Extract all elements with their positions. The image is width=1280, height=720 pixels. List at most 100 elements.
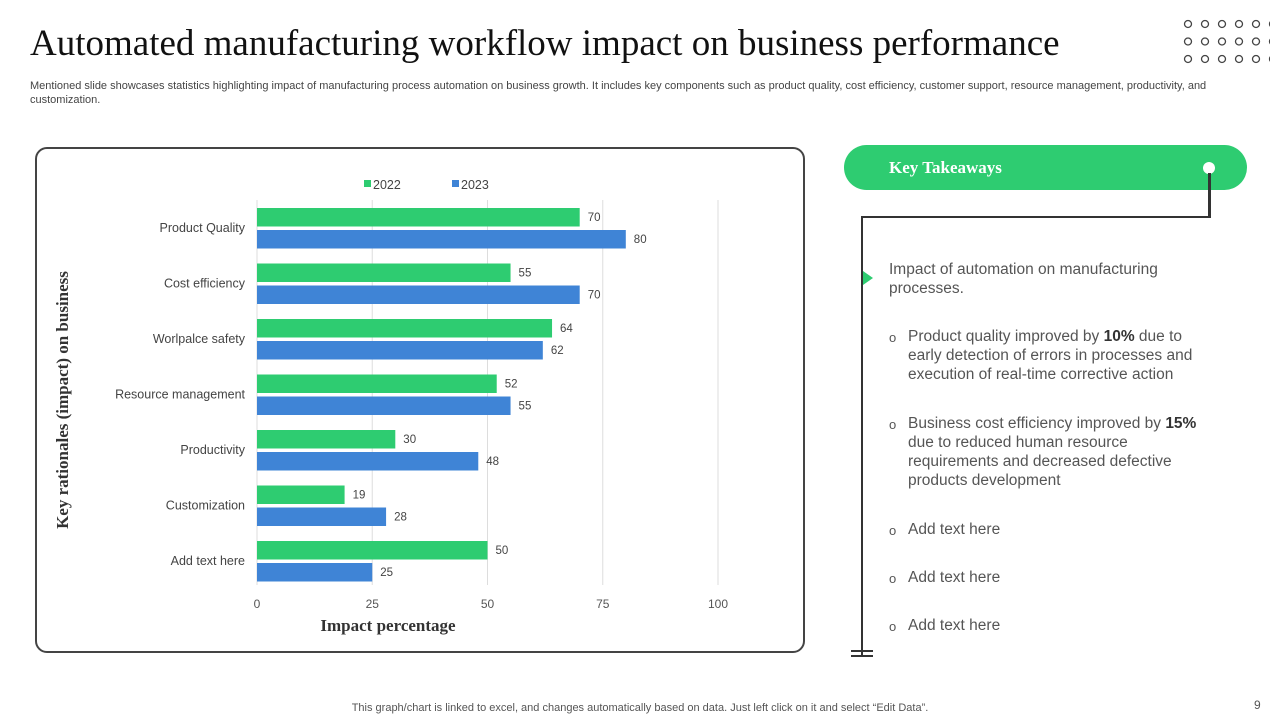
takeaway-post: due to reduced human resource requiremen… — [908, 434, 1172, 489]
category-label: Product Quality — [160, 221, 246, 235]
page-subtitle: Mentioned slide showcases statistics hig… — [30, 80, 1207, 106]
bullet-icon: o — [889, 523, 897, 538]
bar-2023 — [257, 396, 511, 415]
data-label: 25 — [380, 567, 393, 579]
category-label: Productivity — [180, 443, 245, 457]
dot — [1217, 54, 1227, 64]
data-label: 30 — [403, 434, 416, 446]
takeaway-pre: Business cost efficiency improved by — [908, 415, 1166, 432]
dot — [1234, 37, 1244, 46]
dot — [1251, 37, 1261, 46]
legend-swatch — [364, 180, 371, 187]
data-label: 80 — [634, 234, 647, 246]
page-number: 9 — [1254, 698, 1261, 712]
dot — [1268, 38, 1270, 45]
dot — [1251, 19, 1261, 29]
x-tick-label: 0 — [254, 597, 261, 611]
bullet-icon: o — [889, 571, 897, 586]
takeaway-item: Add text here — [908, 568, 1213, 587]
data-label: 70 — [588, 290, 601, 302]
page-title: Automated manufacturing workflow impact … — [30, 23, 1060, 64]
x-tick-label: 50 — [481, 597, 495, 611]
bar-chart: 0 25 50 75 100 Product Quality 70 80 Cost effici… — [115, 178, 728, 635]
dot — [1200, 19, 1210, 29]
connector-dot — [1203, 162, 1215, 174]
key-takeaways-header: Key Takeaways — [844, 145, 1247, 190]
y-axis-label: Key rationales (impact) on business — [53, 271, 72, 529]
takeaway-item: Product quality improved by 10% due to e… — [908, 327, 1213, 384]
bar-2023 — [257, 285, 580, 304]
footer-note: This graph/chart is linked to excel, and… — [351, 702, 929, 714]
dot — [1183, 54, 1193, 64]
takeaway-item: Business cost efficiency improved by 15%… — [908, 414, 1213, 490]
data-label: 52 — [505, 379, 518, 391]
bar-2022 — [257, 319, 553, 338]
chart-frame — [35, 147, 805, 653]
dot — [1217, 37, 1227, 46]
takeaway-pre: Add text here — [908, 569, 1001, 586]
dot — [1234, 19, 1244, 29]
key-takeaways-title: Key Takeaways — [889, 158, 1002, 177]
bar-2023 — [257, 507, 387, 526]
bar-2023 — [257, 452, 479, 471]
decorative-dots — [1183, 19, 1270, 64]
bar-2022 — [257, 541, 488, 560]
bar-2022 — [257, 485, 345, 504]
takeaway-bold: 15% — [1165, 415, 1197, 432]
bar-2022 — [257, 263, 511, 282]
dot — [1268, 21, 1270, 27]
bar-2022 — [257, 208, 580, 227]
timeline-end — [851, 655, 873, 657]
timeline-line — [861, 216, 863, 656]
timeline-end — [851, 650, 873, 652]
dot — [1183, 19, 1193, 29]
legend-label: 2022 — [373, 178, 401, 192]
legend-swatch — [452, 180, 459, 187]
bar-2022 — [257, 430, 396, 449]
dot — [1234, 54, 1244, 64]
data-label: 64 — [560, 323, 573, 335]
data-label: 28 — [394, 512, 407, 524]
dot — [1200, 37, 1210, 46]
x-axis-label: Impact percentage — [320, 616, 456, 635]
takeaway-post: due to early detection of errors in proc… — [908, 328, 1193, 383]
connector-line — [861, 216, 1211, 218]
category-label: Worlpalce safety — [153, 332, 246, 346]
takeaway-pre: Add text here — [908, 617, 1001, 634]
dot — [1217, 19, 1227, 29]
dot — [1183, 37, 1193, 46]
bullet-icon: o — [889, 330, 897, 345]
takeaway-intro: Impact of automation on manufacturing pr… — [889, 261, 1158, 297]
data-label: 70 — [588, 212, 601, 224]
connector-line — [1208, 173, 1211, 218]
dot — [1200, 54, 1210, 64]
data-label: 48 — [486, 456, 499, 468]
dot — [1251, 54, 1261, 64]
data-label: 19 — [353, 490, 366, 502]
data-label: 62 — [551, 345, 564, 357]
category-label: Customization — [166, 499, 245, 513]
legend-label: 2023 — [461, 178, 489, 192]
data-label: 55 — [519, 401, 532, 413]
bar-2023 — [257, 341, 543, 360]
dot — [1268, 56, 1270, 62]
category-label: Cost efficiency — [164, 277, 246, 291]
bar-2023 — [257, 230, 626, 249]
data-label: 55 — [519, 268, 532, 280]
bar-2022 — [257, 374, 497, 393]
category-label: Add text here — [171, 554, 245, 568]
bullet-icon: o — [889, 417, 897, 432]
triangle-marker-icon — [863, 271, 873, 285]
x-tick-label: 75 — [596, 597, 610, 611]
takeaway-pre: Product quality improved by — [908, 328, 1104, 345]
takeaway-item: Add text here — [908, 616, 1213, 635]
bar-2023 — [257, 563, 373, 582]
data-label: 50 — [496, 545, 509, 557]
takeaway-item: Add text here — [908, 520, 1213, 539]
bullet-icon: o — [889, 619, 897, 634]
takeaway-bold: 10% — [1103, 328, 1135, 345]
takeaway-pre: Add text here — [908, 521, 1001, 538]
x-tick-label: 25 — [366, 597, 380, 611]
category-label: Resource management — [115, 388, 245, 402]
x-tick-label: 100 — [708, 597, 728, 611]
